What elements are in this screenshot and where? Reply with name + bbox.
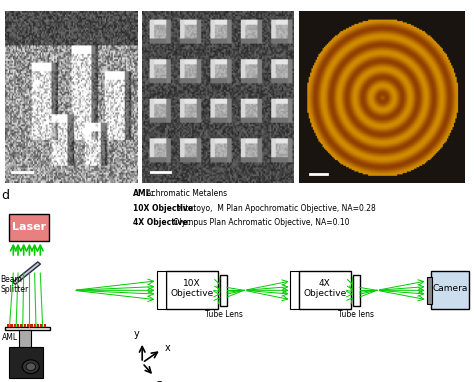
Text: Tube Lens: Tube Lens — [205, 310, 243, 319]
Bar — [37, 324, 39, 327]
Bar — [9, 347, 43, 378]
Circle shape — [22, 360, 39, 374]
Text: Beam
Splitter: Beam Splitter — [0, 275, 29, 294]
Bar — [20, 324, 23, 327]
Polygon shape — [13, 262, 40, 284]
Bar — [44, 324, 46, 327]
Polygon shape — [157, 271, 166, 309]
Text: Laser: Laser — [12, 222, 46, 232]
Text: 4X Objective:: 4X Objective: — [133, 218, 191, 227]
Text: z: z — [156, 379, 162, 382]
Bar — [30, 324, 33, 327]
Bar — [5, 327, 50, 330]
Circle shape — [26, 363, 36, 371]
Bar — [353, 275, 360, 306]
Text: Mitutoyo,  M Plan Apochromatic Objective, NA=0.28: Mitutoyo, M Plan Apochromatic Objective,… — [174, 204, 375, 213]
Text: y: y — [134, 329, 139, 339]
FancyBboxPatch shape — [299, 271, 351, 309]
Bar — [10, 324, 13, 327]
Bar — [34, 324, 36, 327]
Text: Achromatic Metalens: Achromatic Metalens — [145, 189, 228, 198]
Text: 4X
Objective: 4X Objective — [303, 279, 346, 298]
Text: x: x — [164, 343, 170, 353]
Bar — [19, 330, 31, 348]
Text: 10X
Objective: 10X Objective — [170, 279, 214, 298]
Bar — [14, 324, 16, 327]
Text: AML: AML — [2, 333, 18, 343]
Bar — [27, 324, 29, 327]
Text: Olympus Plan Achromatic Objective, NA=0.10: Olympus Plan Achromatic Objective, NA=0.… — [171, 218, 349, 227]
Bar — [40, 324, 43, 327]
Text: AML:: AML: — [133, 189, 155, 198]
FancyBboxPatch shape — [431, 271, 469, 309]
Text: Tube lens: Tube lens — [338, 310, 374, 319]
Bar — [17, 324, 19, 327]
Bar — [220, 275, 227, 306]
Bar — [7, 324, 9, 327]
Bar — [427, 277, 432, 304]
FancyBboxPatch shape — [9, 214, 49, 241]
Bar — [24, 324, 26, 327]
FancyBboxPatch shape — [166, 271, 218, 309]
Text: d: d — [1, 189, 9, 202]
Text: Camera: Camera — [433, 284, 468, 293]
Text: 10X Objective:: 10X Objective: — [133, 204, 196, 213]
Polygon shape — [290, 271, 299, 309]
